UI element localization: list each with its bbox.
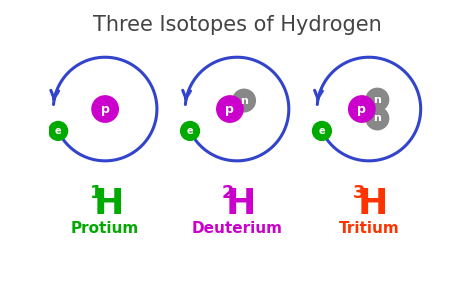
Text: Protium: Protium	[71, 221, 139, 236]
Circle shape	[349, 96, 375, 122]
Text: H: H	[94, 187, 124, 221]
Text: 2: 2	[221, 184, 234, 202]
Circle shape	[233, 89, 255, 112]
Text: H: H	[357, 187, 388, 221]
Text: Tritium: Tritium	[338, 221, 399, 236]
Circle shape	[92, 96, 118, 122]
Text: p: p	[357, 103, 366, 116]
Text: n: n	[374, 113, 381, 124]
Circle shape	[217, 96, 243, 122]
Circle shape	[312, 122, 331, 140]
Text: e: e	[187, 126, 193, 136]
Text: e: e	[55, 126, 62, 136]
Circle shape	[49, 122, 68, 140]
Circle shape	[366, 107, 389, 130]
Circle shape	[181, 122, 200, 140]
Text: H: H	[226, 187, 256, 221]
Text: 1: 1	[90, 184, 102, 202]
Text: e: e	[319, 126, 325, 136]
Circle shape	[366, 88, 389, 111]
Text: Three Isotopes of Hydrogen: Three Isotopes of Hydrogen	[92, 15, 382, 35]
Text: n: n	[374, 95, 381, 105]
Text: Deuterium: Deuterium	[191, 221, 283, 236]
Text: p: p	[226, 103, 234, 116]
Text: p: p	[100, 103, 109, 116]
Text: 3: 3	[353, 184, 366, 202]
Text: n: n	[240, 95, 248, 106]
